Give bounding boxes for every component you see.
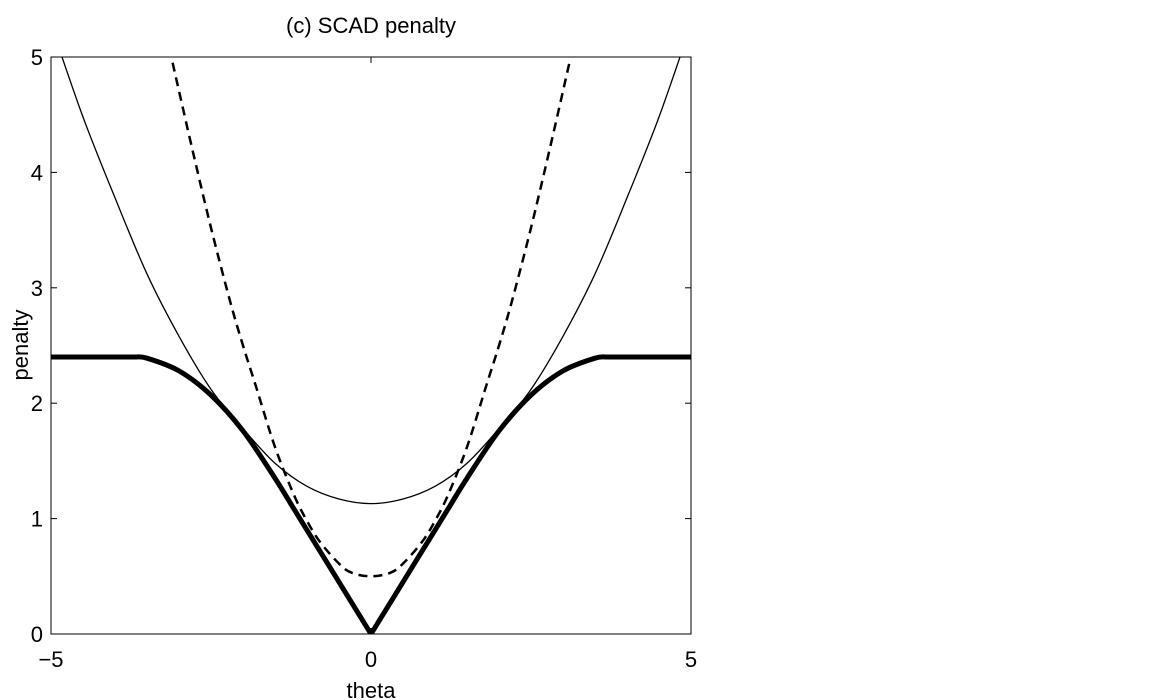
y-tick-label: 4	[31, 160, 43, 185]
x-tick-label: 5	[685, 647, 697, 672]
y-tick-label: 3	[31, 276, 43, 301]
y-tick-label: 2	[31, 391, 43, 416]
y-tick-label: 5	[31, 45, 43, 70]
chart-title: (c) SCAD penalty	[286, 13, 456, 38]
y-tick-label: 0	[31, 622, 43, 647]
y-axis-title: penalty	[8, 310, 33, 381]
plot-frame	[50, 56, 692, 635]
x-axis-title: theta	[347, 678, 397, 700]
y-tick-label: 1	[31, 507, 43, 532]
series-line-thick-solid	[51, 354, 691, 634]
x-tick-label: 0	[365, 647, 377, 672]
series-layer	[51, 57, 691, 634]
series-line-thin-solid	[61, 57, 681, 505]
x-tick-label: −5	[38, 647, 63, 672]
series-line-dashed	[171, 62, 571, 578]
